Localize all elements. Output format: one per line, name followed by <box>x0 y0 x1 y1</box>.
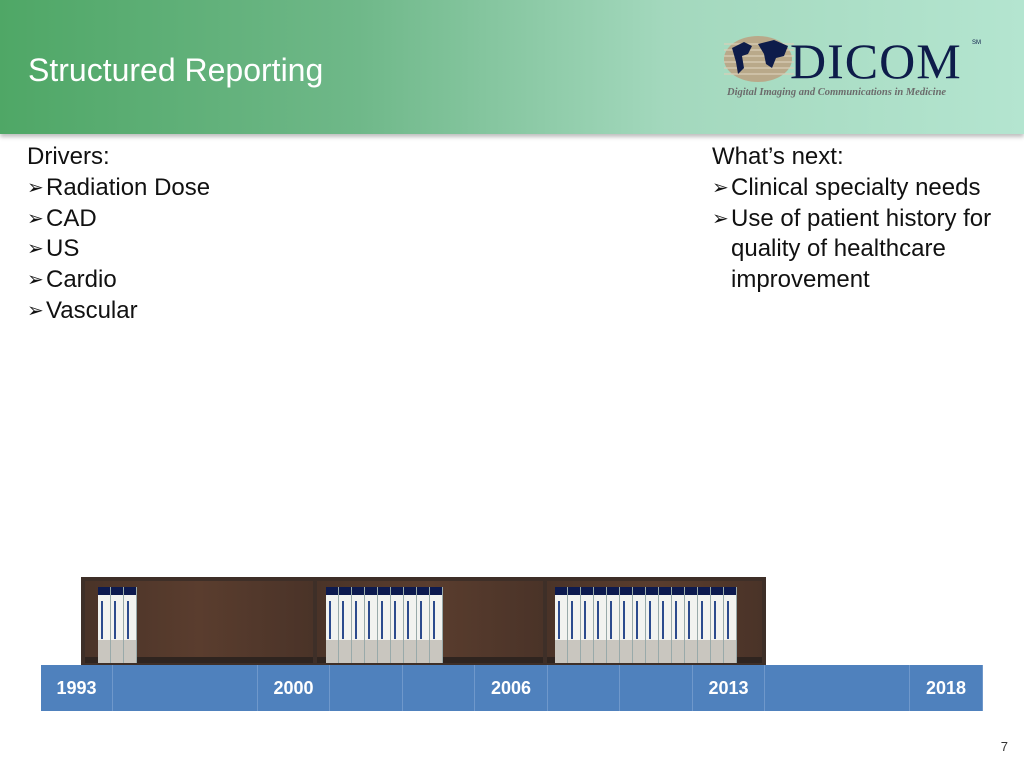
timeline-year: 1993 <box>41 665 113 711</box>
timeline: 1993 2000 2006 2013 2018 <box>41 665 983 711</box>
book <box>124 587 137 663</box>
book <box>339 587 352 663</box>
timeline-year: 2018 <box>910 665 983 711</box>
whats-next-list: What’s next: ➢ Clinical specialty needs ➢… <box>712 142 991 296</box>
book <box>620 587 633 663</box>
drivers-list: Drivers: ➢ Radiation Dose ➢ CAD ➢ US ➢ Cardi… <box>27 142 210 327</box>
book <box>672 587 685 663</box>
item-text: Vascular <box>46 296 138 324</box>
list-item: ➢ Vascular <box>27 296 210 327</box>
arrow-bullet-icon: ➢ <box>27 299 44 322</box>
timeline-cell <box>403 665 475 711</box>
book <box>98 587 111 663</box>
logo-wordmark: DICOM <box>790 33 962 89</box>
book <box>352 587 365 663</box>
arrow-bullet-icon: ➢ <box>27 238 44 261</box>
item-text-continued: quality of healthcare <box>731 235 946 263</box>
books-2000 <box>326 587 443 663</box>
list-item: ➢ CAD <box>27 204 210 235</box>
book <box>555 587 568 663</box>
arrow-bullet-icon: ➢ <box>27 207 44 230</box>
slide-header: Structured Reporting DICOM SM Digital Im… <box>0 0 1024 134</box>
dicom-logo: DICOM SM Digital Imaging and Communicati… <box>724 33 986 104</box>
books-2006 <box>555 587 737 663</box>
book <box>685 587 698 663</box>
list-item: ➢ US <box>27 234 210 265</box>
book <box>326 587 339 663</box>
item-text: Cardio <box>46 266 117 294</box>
item-text: CAD <box>46 204 97 232</box>
arrow-bullet-icon: ➢ <box>27 176 44 199</box>
book <box>659 587 672 663</box>
slide-title: Structured Reporting <box>28 52 324 88</box>
list-item: ➢ Clinical specialty needs <box>712 173 991 204</box>
shelf-bay <box>85 581 313 663</box>
book <box>417 587 430 663</box>
item-text: Radiation Dose <box>46 173 211 201</box>
book <box>430 587 443 663</box>
timeline-cell <box>113 665 258 711</box>
list-item: ➢ Use of patient history for <box>712 204 991 235</box>
arrow-bullet-icon: ➢ <box>27 269 44 292</box>
book <box>607 587 620 663</box>
drivers-heading: Drivers: <box>27 143 110 170</box>
timeline-year: 2013 <box>693 665 765 711</box>
timeline-cell <box>330 665 403 711</box>
timeline-year: 2006 <box>475 665 548 711</box>
globe-icon <box>724 36 794 82</box>
whats-next-heading: What’s next: <box>712 143 844 170</box>
book <box>646 587 659 663</box>
shelf-bay <box>317 581 543 663</box>
arrow-bullet-icon: ➢ <box>712 176 729 199</box>
book <box>698 587 711 663</box>
item-text: US <box>46 235 80 263</box>
book <box>633 587 646 663</box>
page-number: 7 <box>1000 739 1008 754</box>
item-text: Clinical specialty needs <box>731 173 981 201</box>
book <box>378 587 391 663</box>
book <box>594 587 607 663</box>
books-1993 <box>98 587 137 663</box>
book <box>581 587 594 663</box>
book <box>711 587 724 663</box>
item-text: Use of patient history for <box>731 204 992 232</box>
shelf-bay <box>547 581 762 663</box>
book <box>404 587 417 663</box>
timeline-cell <box>765 665 910 711</box>
logo-tagline: Digital Imaging and Communications in Me… <box>727 87 947 98</box>
timeline-year: 2000 <box>258 665 330 711</box>
list-item: ➢ Cardio <box>27 265 210 296</box>
book <box>391 587 404 663</box>
book <box>365 587 378 663</box>
timeline-cell <box>620 665 693 711</box>
timeline-cell <box>548 665 620 711</box>
item-text-continued: improvement <box>731 266 870 294</box>
list-item: ➢ Radiation Dose <box>27 173 210 204</box>
bookshelf-image <box>81 577 766 667</box>
book <box>724 587 737 663</box>
logo-sm: SM <box>972 40 981 46</box>
book <box>111 587 124 663</box>
arrow-bullet-icon: ➢ <box>712 207 729 230</box>
book <box>568 587 581 663</box>
